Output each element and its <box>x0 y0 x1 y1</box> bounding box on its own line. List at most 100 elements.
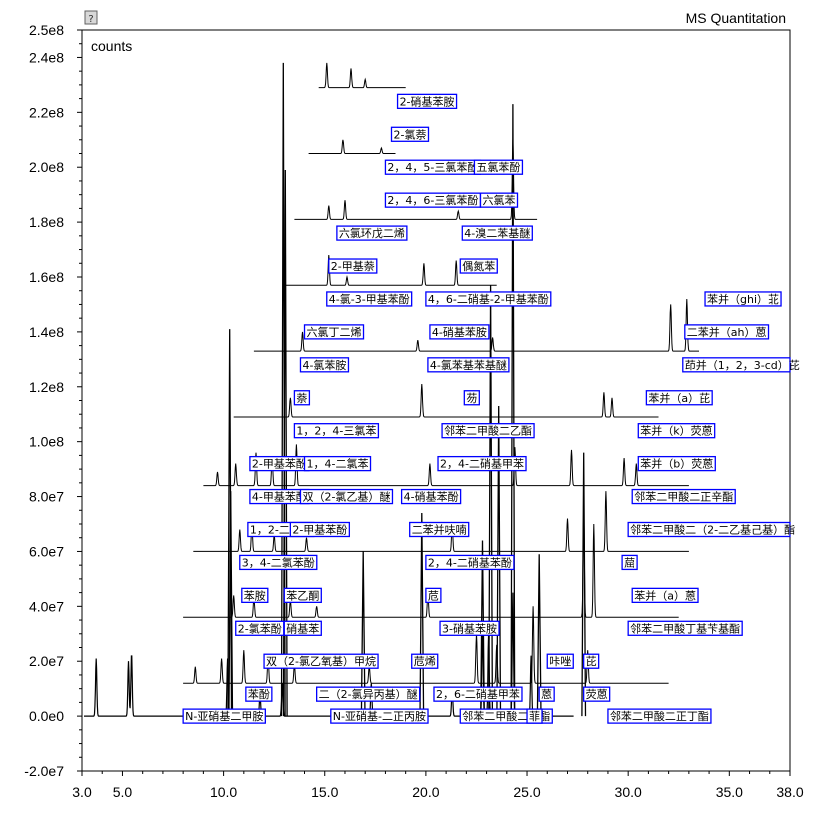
major-peak-3 <box>227 329 233 717</box>
compound-label-text: 苯并（ghi）苝 <box>707 292 779 306</box>
compound-label-text: 3-硝基苯胺 <box>442 621 497 635</box>
trace-offset-9 <box>183 606 669 684</box>
compound-label-text: 2-硝基苯胺 <box>400 94 455 108</box>
compound-label-text: 荧蒽 <box>586 687 608 701</box>
compound-label-text: 芴 <box>466 392 477 405</box>
compound-label-text: 邻苯二甲酸二乙酯 <box>444 424 532 438</box>
compound-label-51: 芘 <box>583 653 600 669</box>
x-tick-label: 38.0 <box>776 784 803 800</box>
compound-label-45: 硝基苯 <box>283 620 322 636</box>
compound-label-46: 3-硝基苯胺 <box>439 620 500 636</box>
compound-label-box <box>400 488 462 505</box>
y-tick-label: 2.2e8 <box>29 104 64 120</box>
y-axis-label: counts <box>91 38 132 54</box>
compound-label-box <box>245 686 273 702</box>
compound-label-text: 4-甲基苯酚 <box>252 490 307 504</box>
compound-label-34: 2-甲基苯酚 <box>289 521 351 538</box>
compound-label-10: 4-氯-3-甲基苯酚 <box>326 291 413 307</box>
compound-label-box <box>433 686 523 702</box>
compound-label-box <box>583 653 600 669</box>
y-tick-label: 2.0e8 <box>29 159 64 175</box>
major-peak-9 <box>496 405 502 717</box>
compound-label-box <box>631 587 699 604</box>
y-tick-label: 2.0e7 <box>29 653 64 669</box>
compound-label-box <box>637 455 716 472</box>
compound-label-38: 2，4-二硝基苯酚 <box>425 554 515 571</box>
compound-label-31: 4-硝基苯酚 <box>400 488 462 505</box>
compound-label-23: 邻苯二甲酸二乙酯 <box>441 423 535 439</box>
compound-label-21: 苯并（a）芘 <box>645 390 713 406</box>
help-icon[interactable]: ? <box>84 10 98 25</box>
compound-label-37: 3，4-二氯苯酚 <box>239 554 318 571</box>
compound-label-text: 2-氯萘 <box>393 127 426 141</box>
compound-label-text: 萘 <box>296 392 307 405</box>
compound-label-box <box>263 653 379 669</box>
chart-title: MS Quantitation <box>686 10 786 26</box>
compound-label-box <box>299 488 394 505</box>
compound-label-text: 4-溴二苯基醚 <box>464 226 530 240</box>
compound-label-text: 硝基苯 <box>286 621 319 635</box>
y-tick-label: 1.8e8 <box>29 214 64 230</box>
compound-label-text: 2-甲基萘 <box>331 260 375 273</box>
compound-label-box <box>429 324 490 340</box>
compound-label-26: 1，4-二氯苯 <box>303 455 372 472</box>
compound-label-40: 苯胺 <box>241 587 269 604</box>
compound-label-box <box>441 423 535 439</box>
compound-label-41: 苯乙酮 <box>283 587 322 604</box>
y-tick-label: 6.0e7 <box>29 543 64 559</box>
compound-label-box <box>303 324 365 340</box>
trace-offset-2 <box>294 139 538 220</box>
compound-label-box <box>461 225 533 241</box>
compound-label-text: 4，6-二硝基-2-甲基苯酚 <box>428 292 549 306</box>
trace-offset-0 <box>318 62 406 89</box>
compound-label-57: N-亚硝基二甲胺 <box>182 708 266 724</box>
compound-label-box <box>627 620 743 636</box>
compound-label-box <box>336 225 408 241</box>
compound-label-box <box>682 357 791 373</box>
svg-text:?: ? <box>88 14 93 25</box>
compound-label-box <box>326 291 413 307</box>
y-tick-label: 1.6e8 <box>29 269 64 285</box>
compound-label-box <box>283 620 322 636</box>
compound-label-box <box>390 126 430 142</box>
trace-offset-8 <box>183 510 679 618</box>
compound-label-text: 1，4-二氯苯 <box>307 457 369 471</box>
compound-label-42: 苊 <box>425 587 442 604</box>
compound-label-text: 邻苯二甲酸二（2-二乙基己基）酯 <box>630 522 795 536</box>
x-tick-label: 5.0 <box>113 784 133 800</box>
compound-label-box <box>704 291 782 307</box>
x-tick-label: 30.0 <box>615 784 642 800</box>
compound-label-text: 4-氯苯基苯基醚 <box>430 358 507 372</box>
compound-label-19: 萘 <box>293 390 311 406</box>
compound-label-text: 菲 <box>529 710 540 723</box>
compound-label-11: 4，6-二硝基-2-甲基苯酚 <box>425 291 552 307</box>
compound-label-20: 芴 <box>463 390 480 406</box>
compound-label-text: 4-氯-3-甲基苯酚 <box>329 292 410 306</box>
compound-label-44: 2-氯苯酚 <box>235 620 285 636</box>
compound-label-text: 苯并（a）蒽 <box>634 588 696 602</box>
compound-label-text: 苯乙酮 <box>286 588 319 602</box>
compound-label-text: 2，4，5-三氯苯酚 <box>387 160 478 174</box>
major-peak-8 <box>488 285 494 717</box>
compound-label-text: 4-硝基苯酚 <box>404 490 459 504</box>
compound-label-4: 2，4，6-三氯苯酚 <box>384 192 482 208</box>
compound-label-39: 䓛 <box>621 554 638 571</box>
compound-label-5: 六氯苯 <box>479 192 519 208</box>
compound-label-text: 4-硝基苯胺 <box>432 325 487 339</box>
compound-label-text: 偶氮苯 <box>462 259 495 273</box>
compound-label-9: 偶氮苯 <box>459 258 498 274</box>
x-tick-label: 35.0 <box>716 784 743 800</box>
compound-label-27: 2，4-二硝基甲苯 <box>437 455 527 472</box>
compound-label-text: 2，4，6-三氯苯酚 <box>387 193 478 207</box>
compound-label-box <box>303 455 372 472</box>
compound-label-36: 邻苯二甲酸二（2-二乙基己基）酯 <box>627 521 795 538</box>
compound-label-box <box>182 708 266 724</box>
compound-label-box <box>479 192 519 208</box>
compound-label-48: 双（2-氯乙氧基）甲烷 <box>263 653 379 669</box>
compound-label-61: 邻苯二甲酸二正丁酯 <box>607 708 712 724</box>
compound-label-box <box>396 93 458 110</box>
y-tick-label: 0.0e0 <box>29 708 64 724</box>
trace-offset-4 <box>253 298 699 352</box>
